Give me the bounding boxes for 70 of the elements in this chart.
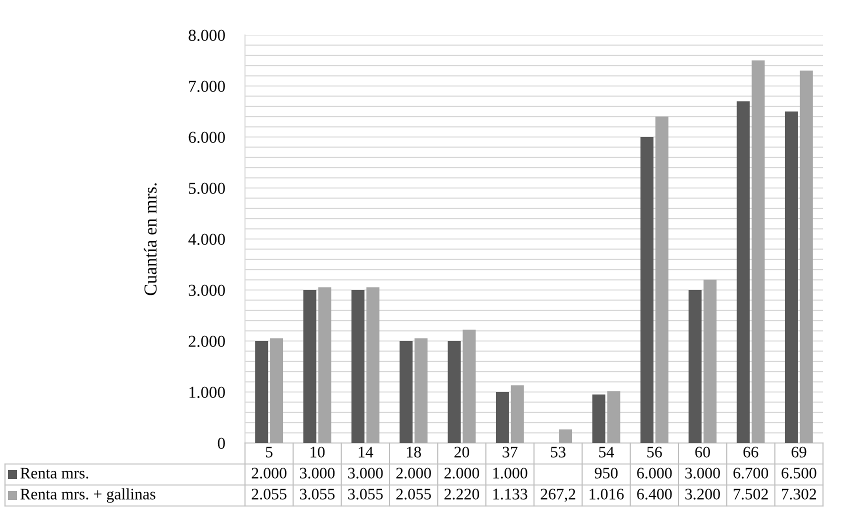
data-label: 267,2 [540,488,576,502]
bar [270,338,284,443]
x-tick-label: 69 [792,446,806,458]
data-label: 6.700 [733,468,768,479]
bar [784,112,798,443]
data-label: 6.500 [782,468,816,479]
data-label: 2.220 [444,488,480,500]
bar [510,385,524,443]
bar [303,290,316,443]
x-tick-label: 18 [407,446,421,458]
bar [607,391,620,443]
y-tick-label: 8.000 [188,30,225,42]
data-label: 1.016 [590,488,624,500]
y-axis-title: Cuantía en mrs. [144,183,157,296]
x-tick-label: 56 [647,446,662,458]
x-tick-label: 60 [695,446,710,458]
legend-label: Renta mrs. [20,468,88,479]
data-label: 2.000 [252,468,286,479]
data-label: 3.055 [348,488,383,500]
data-label: 3.000 [348,468,383,479]
x-tick-label: 37 [502,446,518,458]
data-label: 2.055 [396,488,431,500]
bar [414,338,428,443]
x-tick-label: 53 [551,446,566,458]
y-tick-label: 2.000 [188,336,225,348]
data-label: 2.000 [444,468,480,479]
data-label: 3.000 [685,468,720,479]
x-tick-label: 20 [454,446,470,458]
data-label: 7.302 [782,488,816,500]
bar [704,280,717,443]
bar [448,341,461,443]
y-tick-label: 6.000 [188,132,225,144]
bar [800,70,813,443]
data-label: 2.000 [396,468,431,479]
bar [462,330,476,443]
bar [400,341,413,443]
data-label: 1.133 [493,488,528,500]
data-label: 6.400 [637,488,672,500]
bar [496,392,509,443]
data-label: 3.200 [685,488,720,500]
y-tick-label: 0 [218,438,225,449]
bar [318,287,332,443]
bar [255,341,268,443]
bar [351,290,364,443]
legend-label: Renta mrs. + gallinas [20,488,156,503]
x-tick-label: 54 [599,446,614,458]
data-label: 1.000 [493,468,528,479]
bar [559,429,572,443]
data-label: 7.502 [734,488,768,500]
data-label: 3.000 [300,468,335,479]
x-tick-label: 14 [358,446,374,458]
y-tick-label: 1.000 [190,386,225,398]
bar [640,137,654,443]
x-tick-label: 66 [743,446,758,458]
bar [655,116,668,443]
y-tick-label: 4.000 [188,234,225,246]
data-label: 6.000 [637,468,672,479]
y-tick-label: 7.000 [189,80,225,92]
bar [592,394,606,443]
data-label: 950 [594,468,618,478]
x-tick-label: 5 [266,446,272,458]
bar [366,287,380,443]
data-label: 3.055 [300,488,335,500]
bar [688,290,702,443]
y-tick-label: 5.000 [189,182,225,194]
bar [752,60,765,443]
bar [736,101,750,443]
x-tick-label: 10 [310,446,325,458]
y-tick-label: 3.000 [188,284,225,296]
data-label: 2.055 [252,488,286,500]
